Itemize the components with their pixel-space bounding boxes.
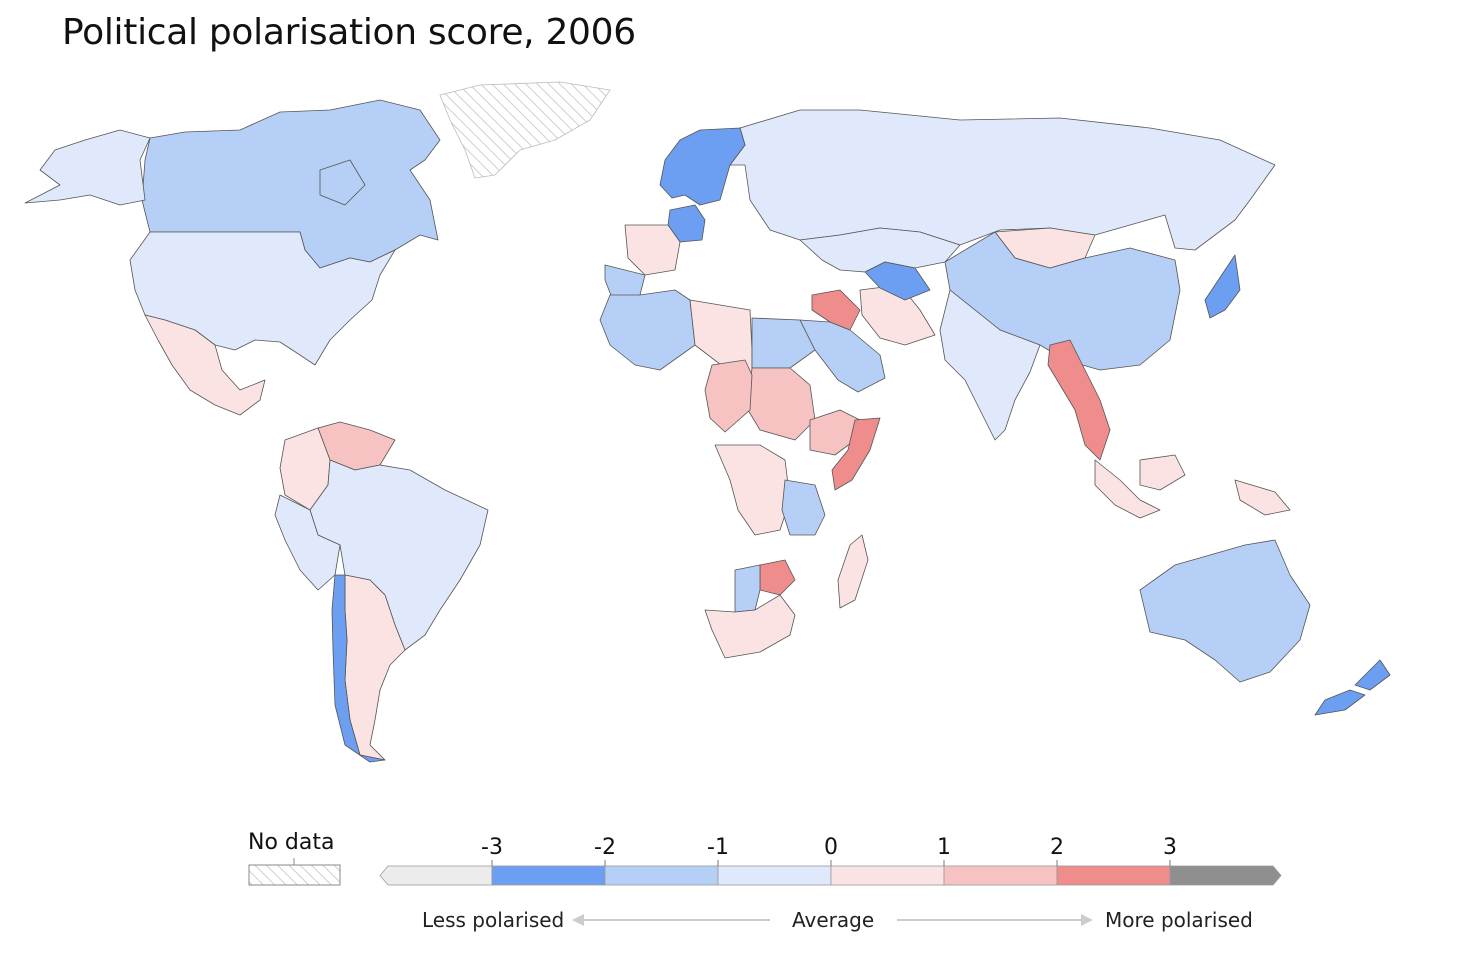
- no-data-swatch: [248, 864, 341, 886]
- legend-bin-1[interactable]: [491, 865, 606, 886]
- region-myanmar[interactable]: Myanmar: [1047, 339, 1111, 461]
- region-zimbabwe[interactable]: Zimbabwe: [759, 559, 796, 596]
- region-saudi-arabia[interactable]: Saudi Arabia: [799, 319, 886, 393]
- region-india[interactable]: India: [939, 289, 1041, 441]
- legend-bin-0[interactable]: [379, 865, 493, 886]
- average-label: Average: [792, 908, 875, 932]
- region-greenland[interactable]: Greenland: [439, 81, 611, 179]
- legend-tick-label: 0: [824, 835, 838, 860]
- legend-tick-label: -3: [481, 835, 503, 860]
- legend-tick-label: -2: [594, 835, 616, 860]
- region-kazakhstan[interactable]: Kazakhstan: [799, 227, 961, 273]
- region-russia[interactable]: Russia: [729, 109, 1276, 251]
- region-somalia[interactable]: Somalia: [831, 417, 881, 491]
- region-tanzania[interactable]: Tanzania: [781, 479, 826, 536]
- legend-bin-3[interactable]: [717, 865, 832, 886]
- region-indonesia[interactable]: Indonesia: [1094, 454, 1291, 519]
- region-peru[interactable]: Peru: [274, 494, 341, 591]
- legend-tick-label: -1: [707, 835, 729, 860]
- no-data-label: No data: [248, 830, 335, 855]
- region-madagascar[interactable]: Madagascar: [837, 534, 869, 609]
- region-spain[interactable]: Spain: [604, 264, 646, 299]
- legend: -3 -2 -1 0 1 2 3: [248, 835, 1282, 926]
- region-south-africa[interactable]: South Africa: [704, 594, 796, 659]
- region-alaska[interactable]: Alaska: [24, 129, 151, 206]
- region-chile[interactable]: Chile: [331, 574, 386, 763]
- region-japan[interactable]: Japan: [1204, 254, 1241, 319]
- legend-tick-label: 1: [937, 835, 951, 860]
- legend-bin-7[interactable]: [1169, 865, 1282, 886]
- region-sudan[interactable]: Sudan: [747, 367, 816, 441]
- page-title: Political polarisation score, 2006: [62, 12, 636, 53]
- legend-tick-label: 3: [1163, 835, 1177, 860]
- region-uzbekistan[interactable]: Uzbekistan: [864, 261, 931, 301]
- left-arrow-icon: [572, 914, 584, 926]
- region-scandinavia[interactable]: Scandinavia: [659, 127, 746, 206]
- legend-bin-4[interactable]: [830, 865, 945, 886]
- region-australia[interactable]: Australia: [1139, 539, 1311, 683]
- region-botswana[interactable]: Botswana: [734, 564, 761, 613]
- region-new-zealand[interactable]: New Zealand: [1314, 659, 1391, 716]
- legend-bin-6[interactable]: [1056, 865, 1171, 886]
- region-algeria[interactable]: Algeria: [599, 289, 696, 371]
- legend-bin-5[interactable]: [943, 865, 1058, 886]
- region-mexico[interactable]: Mexico: [144, 314, 266, 416]
- region-france[interactable]: France: [624, 224, 681, 276]
- legend-tick-label: 2: [1050, 835, 1064, 860]
- right-arrow-icon: [1081, 914, 1093, 926]
- region-chad[interactable]: Chad: [704, 359, 753, 433]
- more-polarised-label: More polarised: [1105, 908, 1253, 932]
- less-polarised-label: Less polarised: [422, 908, 565, 932]
- region-egypt[interactable]: Egypt: [751, 317, 816, 369]
- region-iraq[interactable]: Iraq: [811, 289, 861, 331]
- region-dr-congo[interactable]: DR Congo: [714, 444, 791, 536]
- legend-bin-2[interactable]: [604, 865, 719, 886]
